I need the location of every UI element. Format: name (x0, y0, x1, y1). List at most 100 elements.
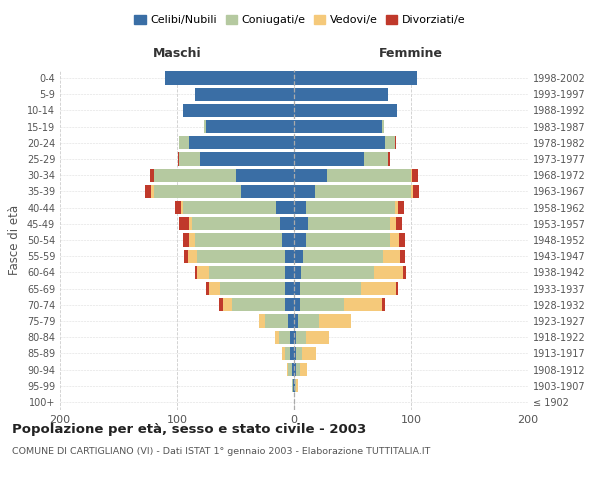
Bar (300, 298, 344, 312)
Bar (293, 379, 294, 392)
Bar (194, 234, 283, 246)
Bar (287, 363, 288, 376)
Bar (184, 250, 188, 263)
Bar (279, 330, 290, 344)
Bar (154, 185, 241, 198)
Bar (188, 250, 197, 263)
Bar (151, 185, 154, 198)
Bar (284, 282, 294, 295)
Bar (209, 282, 220, 295)
Bar (288, 363, 292, 376)
Bar (396, 282, 398, 295)
Bar (277, 201, 294, 214)
Bar (411, 185, 413, 198)
Bar (150, 168, 154, 182)
Bar (383, 250, 400, 263)
Bar (294, 266, 301, 279)
Bar (382, 120, 384, 134)
Text: Popolazione per età, sesso e stato civile - 2003: Popolazione per età, sesso e stato civil… (12, 422, 366, 436)
Bar (283, 346, 284, 360)
Legend: Celibi/Nubili, Coniugati/e, Vedovi/e, Divorziati/e: Celibi/Nubili, Coniugati/e, Vedovi/e, Di… (130, 10, 470, 30)
Bar (295, 379, 296, 392)
Bar (183, 201, 277, 214)
Bar (364, 152, 388, 166)
Bar (413, 185, 419, 198)
Bar (412, 168, 418, 182)
Bar (395, 201, 398, 214)
Text: COMUNE DI CARTIGLIANO (VI) - Dati ISTAT 1° gennaio 2003 - Elaborazione TUTTITALI: COMUNE DI CARTIGLIANO (VI) - Dati ISTAT … (12, 448, 430, 456)
Bar (292, 363, 294, 376)
Bar (220, 282, 284, 295)
Bar (395, 136, 396, 149)
Bar (206, 120, 294, 134)
Bar (188, 136, 294, 149)
Bar (296, 379, 298, 392)
Bar (204, 120, 206, 134)
Bar (294, 346, 296, 360)
Bar (411, 168, 412, 182)
Bar (294, 72, 417, 85)
Bar (200, 152, 294, 166)
Bar (385, 136, 395, 149)
Bar (294, 250, 304, 263)
Bar (183, 104, 294, 117)
Bar (197, 266, 209, 279)
Bar (294, 152, 364, 166)
Bar (294, 363, 296, 376)
Bar (382, 298, 385, 312)
Bar (300, 282, 361, 295)
Bar (294, 330, 296, 344)
Bar (294, 120, 382, 134)
Bar (298, 314, 319, 328)
Bar (301, 266, 374, 279)
Bar (306, 330, 329, 344)
Bar (294, 314, 298, 328)
Bar (197, 250, 284, 263)
Bar (398, 201, 404, 214)
Bar (374, 266, 403, 279)
Bar (294, 136, 385, 149)
Bar (344, 298, 382, 312)
Bar (284, 346, 290, 360)
Bar (179, 217, 188, 230)
Bar (302, 346, 316, 360)
Bar (315, 185, 411, 198)
Bar (194, 266, 197, 279)
Bar (241, 185, 294, 198)
Bar (189, 217, 192, 230)
Bar (327, 168, 411, 182)
Bar (296, 363, 300, 376)
Bar (209, 266, 284, 279)
Bar (275, 330, 279, 344)
Bar (178, 152, 179, 166)
Bar (403, 266, 406, 279)
Bar (259, 314, 265, 328)
Bar (319, 314, 352, 328)
Bar (219, 298, 223, 312)
Bar (396, 217, 401, 230)
Bar (300, 363, 307, 376)
Bar (284, 266, 294, 279)
Bar (306, 201, 395, 214)
Y-axis label: Fasce di età: Fasce di età (8, 205, 21, 275)
Bar (390, 217, 396, 230)
Bar (390, 234, 400, 246)
Bar (294, 168, 327, 182)
Bar (284, 298, 294, 312)
Text: Maschi: Maschi (152, 47, 202, 60)
Bar (206, 282, 209, 295)
Bar (308, 217, 390, 230)
Bar (400, 234, 405, 246)
Bar (223, 298, 232, 312)
Bar (306, 234, 390, 246)
Bar (292, 379, 293, 392)
Bar (192, 217, 280, 230)
Bar (189, 234, 194, 246)
Bar (154, 168, 235, 182)
Bar (294, 282, 300, 295)
Bar (294, 201, 306, 214)
Bar (304, 250, 383, 263)
Bar (194, 88, 294, 101)
Bar (265, 314, 288, 328)
Bar (294, 185, 315, 198)
